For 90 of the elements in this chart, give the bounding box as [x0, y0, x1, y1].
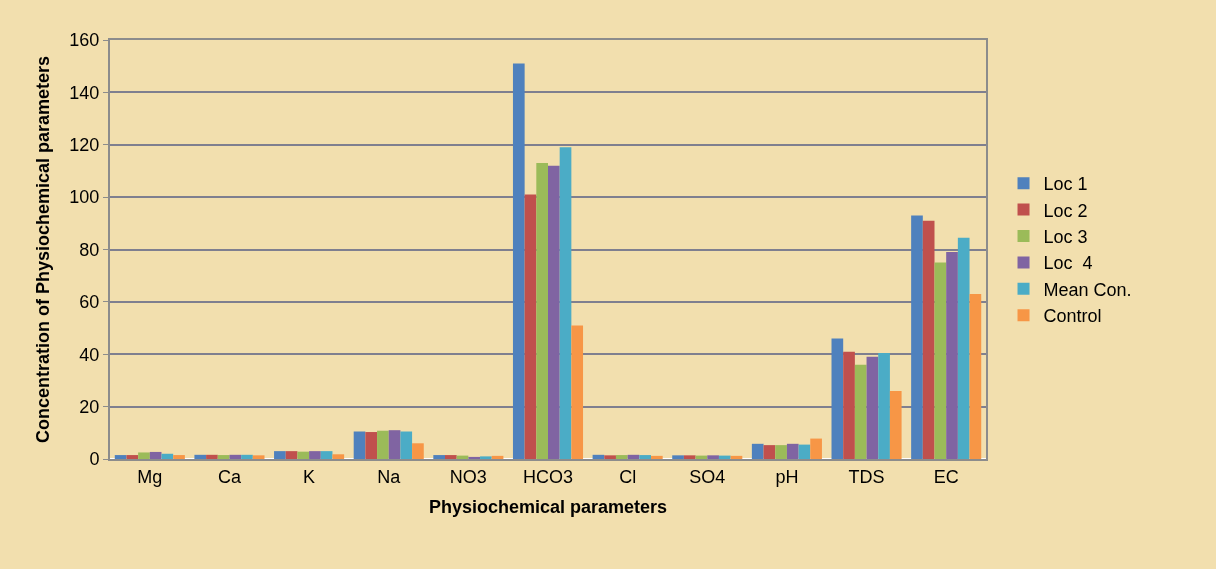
bar [969, 294, 982, 459]
bar [173, 455, 185, 459]
bar [854, 364, 867, 459]
x-tick-label: K [303, 466, 316, 487]
bar [592, 454, 605, 459]
y-tick-label: 100 [69, 187, 100, 208]
bar [138, 452, 150, 459]
bar [911, 215, 923, 459]
bar [445, 455, 457, 459]
bar [548, 165, 560, 459]
bar [353, 431, 366, 459]
bar [672, 455, 684, 459]
bar [433, 455, 445, 459]
bar [524, 194, 537, 459]
x-tick-label: Mg [137, 466, 163, 487]
bar [559, 147, 572, 459]
y-tick-label: 160 [69, 30, 100, 51]
legend-label: Loc 1 [1043, 174, 1088, 195]
bar [252, 455, 265, 459]
bar [400, 431, 413, 459]
bar [866, 356, 879, 459]
bar [365, 432, 378, 459]
bar [412, 443, 424, 459]
bar [229, 454, 242, 459]
y-tick-label: 60 [79, 292, 100, 313]
bar [377, 430, 389, 459]
y-tick-label: 80 [79, 239, 100, 260]
bar [536, 163, 548, 459]
x-tick-label: TDS [848, 466, 885, 487]
bar [217, 455, 230, 459]
bar [810, 438, 822, 459]
bar [707, 455, 719, 459]
bar [149, 451, 162, 459]
y-axis-title: Concentration of Physiochemical parameters [33, 55, 54, 444]
legend-label: Loc 2 [1043, 200, 1088, 221]
x-tick-label: Cl [619, 466, 637, 487]
bar [297, 451, 310, 459]
bar [615, 455, 628, 459]
x-tick-label: NO3 [449, 466, 487, 487]
legend-label: Loc 3 [1043, 227, 1088, 248]
bar [786, 443, 799, 459]
bar [651, 455, 663, 459]
bar [751, 443, 764, 459]
bar [639, 455, 651, 459]
bar [285, 451, 298, 459]
bar [922, 220, 935, 459]
bar [388, 430, 401, 459]
y-tick-label: 120 [69, 135, 100, 156]
bar [320, 451, 333, 459]
x-tick-label: Na [377, 466, 402, 487]
x-tick-label: Ca [217, 466, 242, 487]
bar [957, 237, 970, 459]
bar [274, 451, 286, 459]
bar [763, 445, 776, 459]
y-tick-label: 20 [79, 396, 100, 417]
bar [114, 455, 127, 459]
legend-label: Control [1043, 306, 1102, 327]
y-tick-label: 0 [89, 449, 100, 470]
x-tick-label: SO4 [689, 466, 726, 487]
bar [934, 262, 947, 459]
bar [889, 390, 902, 459]
bar [775, 445, 787, 459]
bar [468, 456, 481, 459]
bar [843, 351, 855, 459]
y-tick-label: 40 [79, 344, 100, 365]
bar [627, 454, 640, 459]
bar [512, 63, 525, 459]
bar [241, 454, 253, 459]
x-tick-label: pH [775, 466, 799, 487]
bar [194, 454, 207, 459]
legend-label: Loc 4 [1043, 253, 1093, 274]
bar [309, 451, 321, 459]
x-axis-title: Physiochemical parameters [428, 497, 668, 518]
bar [126, 455, 139, 459]
bar [878, 352, 890, 459]
x-tick-label: EC [933, 466, 959, 487]
bar [718, 455, 731, 459]
bar [206, 454, 218, 459]
bar [946, 252, 958, 459]
bar [480, 456, 492, 459]
bar [161, 453, 174, 459]
bar [571, 325, 584, 459]
x-tick-label: HCO3 [522, 466, 574, 487]
bar [683, 455, 696, 459]
y-tick-label: 140 [69, 82, 100, 103]
bar [332, 454, 345, 459]
bar [798, 444, 811, 459]
legend-label: Mean Con. [1043, 279, 1132, 300]
bar [831, 338, 844, 459]
bar [604, 455, 616, 459]
